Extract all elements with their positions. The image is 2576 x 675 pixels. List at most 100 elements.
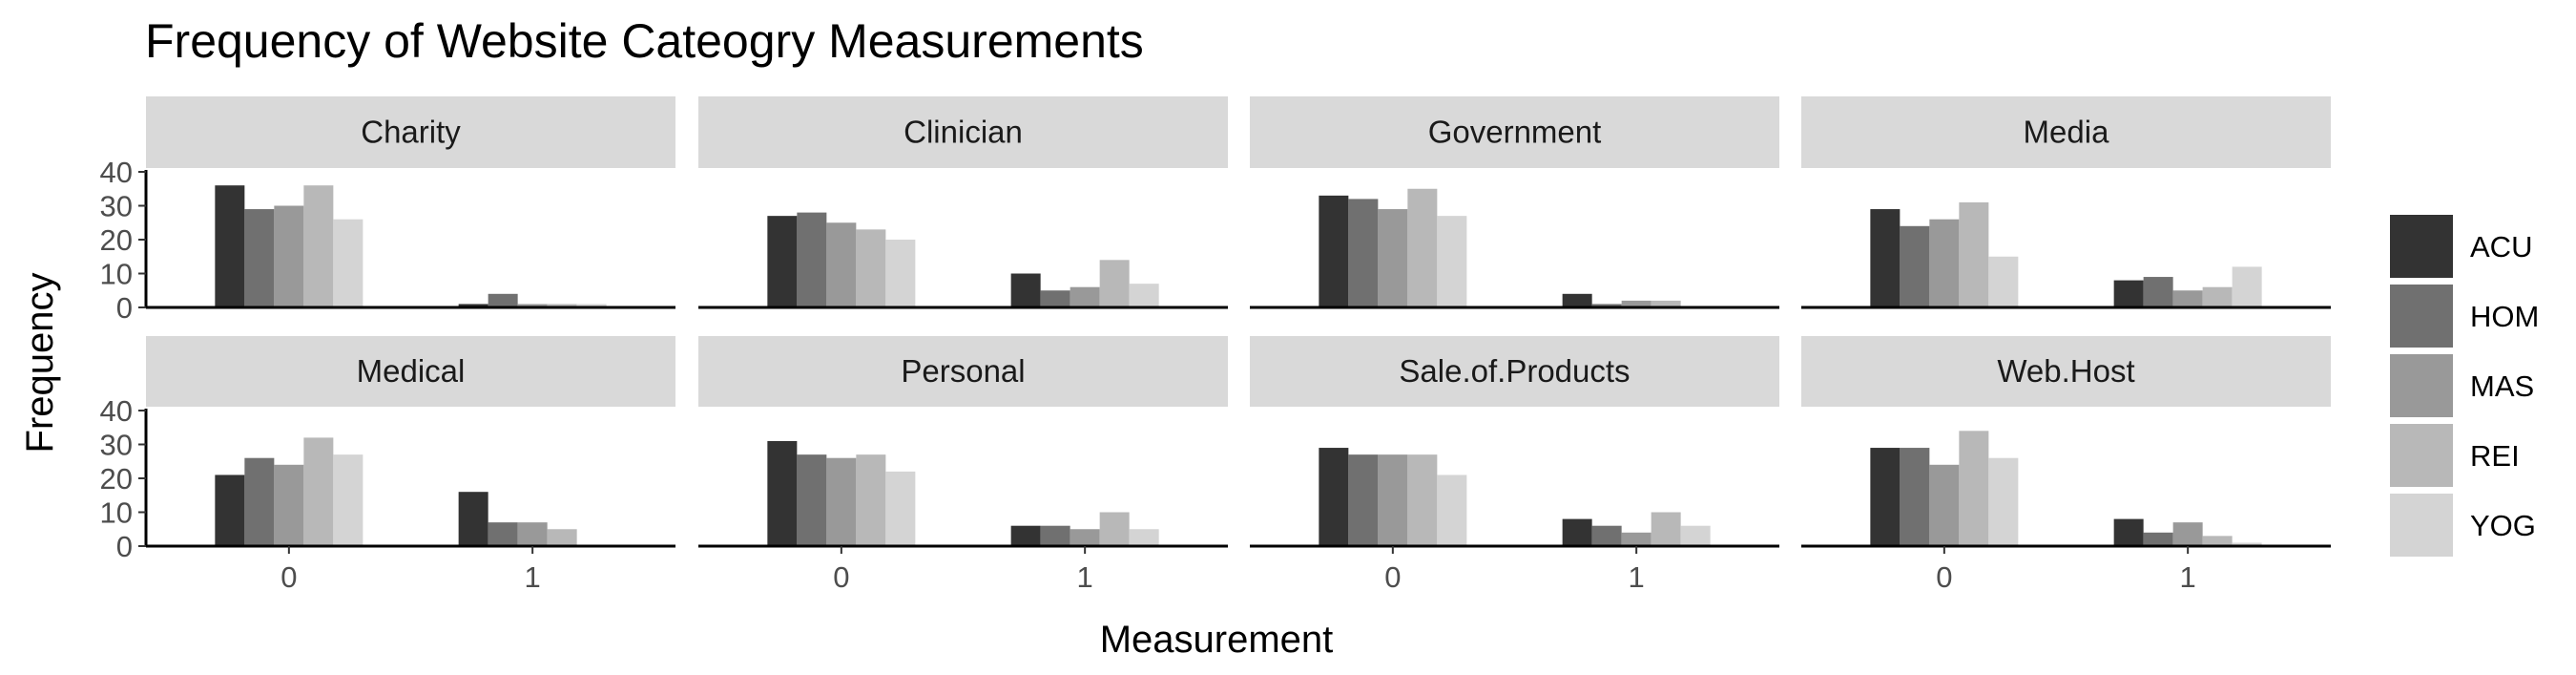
bar	[458, 492, 488, 546]
bar	[826, 222, 857, 307]
legend-label: MAS	[2470, 369, 2534, 403]
x-tick-label: 1	[1629, 560, 1645, 594]
y-tick-label: 20	[100, 223, 133, 257]
bar	[1562, 518, 1592, 546]
y-tick-label: 30	[100, 190, 133, 223]
bar	[1378, 209, 1408, 307]
bar	[767, 440, 798, 546]
bar	[1040, 290, 1070, 307]
bar	[1870, 209, 1901, 307]
bar	[797, 212, 827, 307]
legend-label: HOM	[2470, 300, 2539, 333]
bar	[2232, 542, 2262, 546]
bar	[576, 304, 607, 307]
legend: ACU HOM MAS REI YOG	[2390, 215, 2539, 557]
y-tick-label: 10	[100, 258, 133, 291]
bar	[1407, 454, 1438, 546]
facet-strip	[1250, 96, 1779, 168]
bar	[1680, 525, 1711, 546]
bar	[1591, 304, 1622, 307]
bar	[244, 209, 275, 307]
facet-strip-label: Web.Host	[1997, 353, 2134, 389]
bar	[1378, 454, 1408, 546]
bar	[2113, 280, 2144, 307]
bar	[547, 304, 577, 307]
bar	[333, 219, 364, 307]
bar	[244, 457, 275, 546]
bar	[1929, 219, 1960, 307]
x-tick-label: 1	[525, 560, 541, 594]
bar	[1591, 525, 1622, 546]
facet-strip-label: Sale.of.Products	[1399, 353, 1630, 389]
y-tick-label: 30	[100, 429, 133, 462]
bar	[1900, 225, 1930, 307]
legend-key	[2390, 494, 2453, 557]
bar	[1010, 525, 1041, 546]
x-tick-label: 0	[1384, 560, 1401, 594]
x-axis-title: Measurement	[1100, 619, 1334, 661]
bar	[1959, 201, 1989, 307]
legend-key	[2390, 354, 2453, 417]
y-axis-title: Frequency	[19, 273, 61, 454]
bar	[856, 229, 886, 307]
facet-strip-label: Media	[2024, 115, 2110, 150]
bar	[1929, 464, 1960, 546]
bar	[1129, 529, 1159, 546]
facet-panel: Sale.of.Products 0 1	[1250, 336, 1779, 594]
bar	[2172, 290, 2203, 307]
bar	[1437, 216, 1467, 307]
legend-key	[2390, 215, 2453, 278]
bar	[274, 464, 304, 546]
bar	[517, 304, 548, 307]
bar	[458, 304, 488, 307]
legend-key	[2390, 285, 2453, 348]
bar	[1099, 260, 1130, 307]
bar	[1988, 256, 2019, 307]
facet-strip-label: Personal	[901, 353, 1025, 389]
bar	[1437, 475, 1467, 546]
x-tick-label: 1	[1077, 560, 1093, 594]
bar	[1651, 512, 1681, 546]
facet-panel: Web.Host 0 1	[1801, 336, 2331, 594]
facet-panel: Government	[1250, 96, 1779, 309]
bar	[488, 522, 518, 546]
bar	[1070, 286, 1100, 307]
bar	[1651, 300, 1681, 307]
bar	[2202, 536, 2233, 546]
legend-label: YOG	[2470, 509, 2536, 542]
facet-strip	[698, 96, 1228, 168]
facet-panel: Media	[1801, 96, 2331, 309]
bar	[1407, 188, 1438, 307]
bar	[1319, 448, 1349, 546]
facet-strip-label: Medical	[357, 353, 466, 389]
bar	[1988, 457, 2019, 546]
facet-strip-label: Government	[1428, 115, 1602, 150]
bar	[1562, 293, 1592, 307]
chart-title: Frequency of Website Cateogry Measuremen…	[145, 14, 1144, 68]
bar	[333, 454, 364, 546]
bar	[303, 437, 334, 546]
bar	[856, 454, 886, 546]
bar	[215, 475, 245, 546]
facet-strip-label: Clinician	[904, 115, 1023, 150]
bar	[303, 185, 334, 307]
bar	[517, 522, 548, 546]
bar	[1319, 195, 1349, 307]
bar	[1870, 448, 1901, 546]
bar	[1348, 199, 1379, 307]
bar	[1621, 532, 1652, 546]
bar	[2143, 532, 2173, 546]
y-tick-label: 0	[116, 291, 133, 325]
bar	[488, 293, 518, 307]
bar	[1040, 525, 1070, 546]
bar	[797, 454, 827, 546]
facet-strip	[146, 336, 675, 407]
bar	[1900, 448, 1930, 546]
y-tick-label: 10	[100, 496, 133, 530]
facet-strip	[698, 336, 1228, 407]
bar	[2172, 522, 2203, 546]
y-tick-label: 0	[116, 530, 133, 563]
